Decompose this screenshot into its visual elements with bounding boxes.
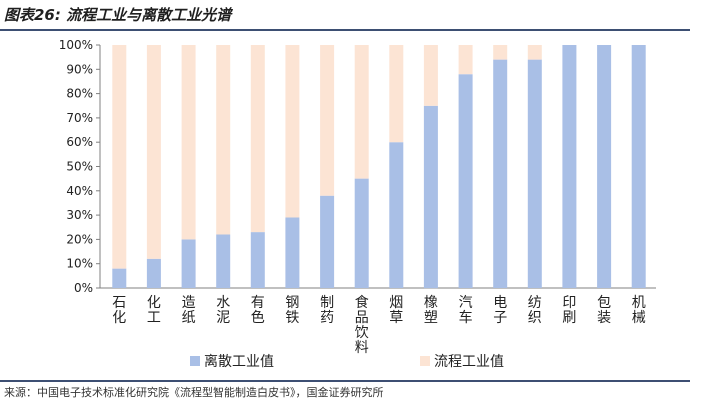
y-tick-label: 70% (66, 111, 93, 125)
x-tick-label: 化工 (147, 295, 161, 326)
bar-segment-discrete (285, 217, 300, 288)
bar-segment-discrete (493, 59, 508, 288)
bar-segment-process (527, 45, 542, 60)
bar-segment-process (250, 45, 265, 233)
bar-segment-discrete (320, 195, 335, 288)
bar-segment-discrete (250, 232, 265, 288)
y-tick-label: 40% (66, 184, 93, 198)
legend-swatch (420, 356, 430, 366)
y-tick-label: 10% (66, 257, 93, 271)
x-tick-label: 橡塑 (424, 295, 438, 326)
bar-segment-process (112, 45, 127, 269)
x-tick-label: 烟草 (389, 295, 403, 326)
x-tick-label: 造纸 (182, 295, 196, 326)
bar-segment-discrete (354, 178, 369, 288)
title-divider (0, 29, 690, 31)
x-tick-label: 钢铁 (285, 295, 299, 326)
legend: 离散工业值 流程工业值 (190, 353, 504, 370)
bar-segment-discrete (181, 239, 196, 288)
x-tick-label: 电子 (493, 295, 507, 326)
stacked-bar-chart: 0% 10% 20% 30% 40% 50% 60% 70% 80% 90% 100% 石化化工造纸… (59, 38, 656, 370)
bar-segment-process (354, 45, 369, 179)
y-tick-label: 20% (66, 232, 93, 246)
bar-segment-discrete (631, 45, 646, 288)
y-tick-label: 100% (59, 38, 93, 52)
bar-segment-process (216, 45, 231, 235)
bar-segment-discrete (216, 234, 231, 288)
y-tick-label: 60% (66, 135, 93, 149)
bar-segment-discrete (423, 105, 438, 289)
y-tick-label: 90% (66, 62, 93, 76)
x-tick-label: 机械 (632, 295, 646, 326)
bar-segment-process (458, 45, 473, 75)
figure-title: 图表26: 流程工业与离散工业光谱 (4, 6, 232, 24)
bar-segment-discrete (562, 45, 577, 288)
y-tick-label: 80% (66, 87, 93, 101)
bar-segment-process (320, 45, 335, 196)
x-tick-label: 水泥 (216, 295, 230, 326)
x-tick-label: 印刷 (562, 295, 576, 326)
bar-segment-process (181, 45, 196, 240)
bar-segment-process (423, 45, 438, 106)
bar-segment-process (389, 45, 404, 143)
x-tick-label: 纺织 (528, 295, 542, 326)
y-tick-label: 30% (66, 208, 93, 222)
bar-segment-discrete (146, 258, 161, 288)
bar-segment-process (285, 45, 300, 218)
legend-swatch (190, 356, 200, 366)
x-tick-label: 食品饮料 (355, 294, 369, 356)
x-tick-label: 石化 (112, 295, 126, 326)
bar-segment-discrete (597, 45, 612, 288)
y-tick-label: 50% (66, 160, 93, 174)
bar-segment-discrete (389, 142, 404, 288)
bar-segment-discrete (527, 59, 542, 288)
bar-segment-process (493, 45, 508, 60)
x-tick-label: 汽车 (459, 295, 473, 326)
bars (112, 45, 646, 289)
legend-label: 流程工业值 (434, 354, 504, 370)
source-note: 来源：中国电子技术标准化研究院《流程型智能制造白皮书》，国金证券研究所 (4, 386, 384, 399)
legend-label: 离散工业值 (204, 353, 274, 370)
bar-segment-discrete (458, 74, 473, 288)
y-axis: 0% 10% 20% 30% 40% 50% 60% 70% 80% 90% 100% (59, 38, 656, 295)
bar-segment-discrete (112, 268, 127, 288)
x-tick-label: 有色 (251, 295, 265, 326)
x-tick-label: 包装 (597, 295, 611, 326)
x-tick-label: 制药 (320, 295, 334, 326)
source-divider (0, 380, 690, 382)
bar-segment-process (146, 45, 161, 259)
y-tick-label: 0% (74, 281, 93, 295)
